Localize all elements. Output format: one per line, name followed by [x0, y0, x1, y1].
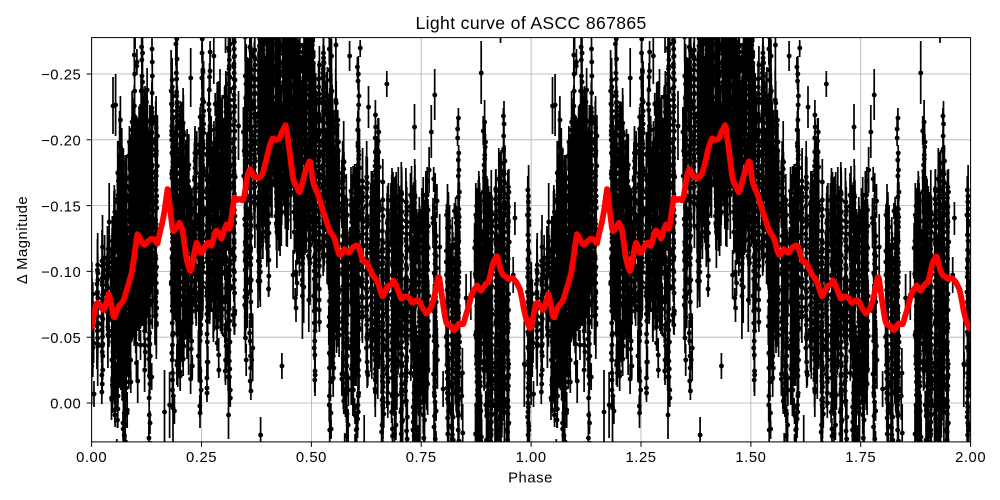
svg-text:−0.05: −0.05: [41, 331, 81, 347]
svg-text:−0.20: −0.20: [41, 134, 81, 150]
svg-text:1.25: 1.25: [626, 450, 657, 466]
svg-text:−0.25: −0.25: [41, 68, 81, 84]
svg-text:Phase: Phase: [508, 471, 553, 487]
svg-text:0.75: 0.75: [406, 450, 437, 466]
svg-text:0.00: 0.00: [76, 450, 107, 466]
svg-text:0.50: 0.50: [296, 450, 327, 466]
svg-text:1.50: 1.50: [735, 450, 766, 466]
svg-text:1.00: 1.00: [516, 450, 547, 466]
svg-text:Δ Magnitude: Δ Magnitude: [15, 196, 31, 284]
svg-text:0.25: 0.25: [186, 450, 217, 466]
svg-text:2.00: 2.00: [955, 450, 986, 466]
svg-text:0.00: 0.00: [50, 397, 81, 413]
svg-text:−0.10: −0.10: [41, 265, 81, 281]
svg-text:1.75: 1.75: [845, 450, 876, 466]
svg-text:−0.15: −0.15: [41, 199, 81, 215]
svg-text:Light curve of ASCC 867865: Light curve of ASCC 867865: [416, 13, 647, 33]
